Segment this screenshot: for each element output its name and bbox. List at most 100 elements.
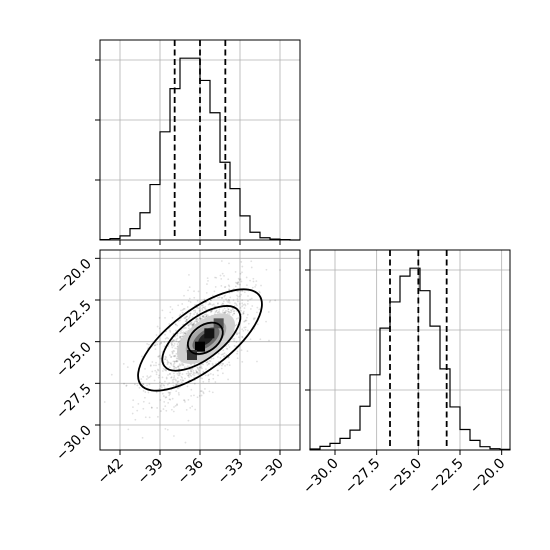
scatter-point xyxy=(189,314,192,317)
scatter-point xyxy=(164,396,167,399)
scatter-point xyxy=(156,368,159,371)
histogram-x-quantile-lines xyxy=(173,40,227,240)
scatter-point xyxy=(241,265,244,268)
scatter-point xyxy=(189,374,192,376)
scatter-point xyxy=(180,381,183,384)
scatter-point xyxy=(217,311,220,314)
scatter-point xyxy=(254,317,256,320)
scatter-point xyxy=(227,284,230,287)
scatter-point xyxy=(223,274,225,277)
scatter-point xyxy=(181,331,183,334)
scatter-point xyxy=(166,363,169,366)
scatter-point xyxy=(196,307,199,309)
scatter-point xyxy=(234,302,236,305)
scatter-point xyxy=(190,321,193,324)
scatter-point xyxy=(182,379,185,382)
scatter-point xyxy=(218,296,221,299)
scatter-point xyxy=(244,304,247,307)
scatter-point xyxy=(234,271,237,273)
scatter-point xyxy=(173,365,176,368)
scatter-point xyxy=(195,371,198,374)
scatter-point xyxy=(176,337,179,340)
scatter-point xyxy=(164,368,167,371)
scatter-point xyxy=(155,364,157,367)
scatter-point xyxy=(179,330,182,333)
scatter-point xyxy=(243,291,246,294)
scatter-point xyxy=(232,338,234,340)
scatter-point xyxy=(181,303,184,305)
scatter-point xyxy=(178,393,180,396)
scatter-point xyxy=(167,374,169,376)
scatter-point xyxy=(199,317,202,320)
scatter-point xyxy=(157,376,160,379)
scatter-point xyxy=(198,309,201,312)
scatter-point xyxy=(232,310,235,313)
scatter-point xyxy=(177,392,180,394)
scatter-point xyxy=(127,428,130,431)
scatter-point xyxy=(156,325,159,328)
scatter-point xyxy=(224,311,227,314)
scatter-point xyxy=(201,367,203,370)
scatter-point xyxy=(233,340,236,342)
scatter-point xyxy=(228,311,231,314)
scatter-point xyxy=(154,344,156,347)
scatter-point xyxy=(193,363,196,366)
scatter-point xyxy=(236,294,238,297)
scatter-point xyxy=(215,276,218,279)
scatter-point xyxy=(240,293,243,296)
scatter-point xyxy=(177,366,180,368)
scatter-point xyxy=(205,315,208,318)
scatter-point xyxy=(228,299,230,301)
scatter-point xyxy=(158,381,161,384)
scatter-point xyxy=(169,393,171,396)
scatter-point xyxy=(222,311,225,314)
scatter-point xyxy=(184,400,186,403)
scatter-point xyxy=(183,399,185,402)
scatter-point xyxy=(184,377,186,380)
scatter-point xyxy=(159,385,162,387)
scatter-point xyxy=(221,364,223,367)
scatter-point xyxy=(233,310,236,312)
scatter-point xyxy=(208,379,210,381)
scatter-point xyxy=(243,320,246,323)
scatter-point xyxy=(170,376,173,379)
scatter-point xyxy=(217,369,219,372)
scatter-point xyxy=(163,341,166,344)
scatter-point xyxy=(132,360,135,363)
scatter-point xyxy=(221,372,224,375)
scatter-point xyxy=(203,313,206,316)
scatter-point xyxy=(208,363,210,365)
scatter-point xyxy=(175,384,178,387)
scatter-point xyxy=(209,360,212,363)
scatter-point xyxy=(228,361,230,364)
scatter-point xyxy=(226,348,229,350)
scatter-point xyxy=(246,350,249,353)
scatter-point xyxy=(243,303,246,306)
scatter-point xyxy=(198,394,201,397)
scatter-point xyxy=(246,303,249,305)
scatter-point xyxy=(224,364,226,367)
scatter-point xyxy=(160,342,162,345)
scatter-point xyxy=(251,305,254,307)
tick-label: −27.5 xyxy=(342,456,384,498)
scatter-point xyxy=(268,339,270,342)
density-cell xyxy=(195,341,205,352)
scatter-point xyxy=(227,298,230,301)
scatter-point xyxy=(220,297,223,299)
scatter-point xyxy=(178,363,181,366)
density-cell xyxy=(187,350,197,360)
scatter-point xyxy=(168,354,171,357)
tick-label: −25.0 xyxy=(384,456,426,498)
scatter-point xyxy=(179,364,182,367)
scatter-point xyxy=(184,441,187,444)
scatter-point xyxy=(187,372,190,375)
scatter-point xyxy=(194,408,197,411)
scatter-point xyxy=(212,303,215,306)
scatter-point xyxy=(172,355,175,358)
scatter-point xyxy=(192,322,195,325)
scatter-point xyxy=(164,427,167,430)
tick-label: −25.0 xyxy=(53,339,95,381)
scatter-point xyxy=(173,406,175,408)
scatter-point xyxy=(216,369,219,372)
scatter-point xyxy=(163,387,166,390)
